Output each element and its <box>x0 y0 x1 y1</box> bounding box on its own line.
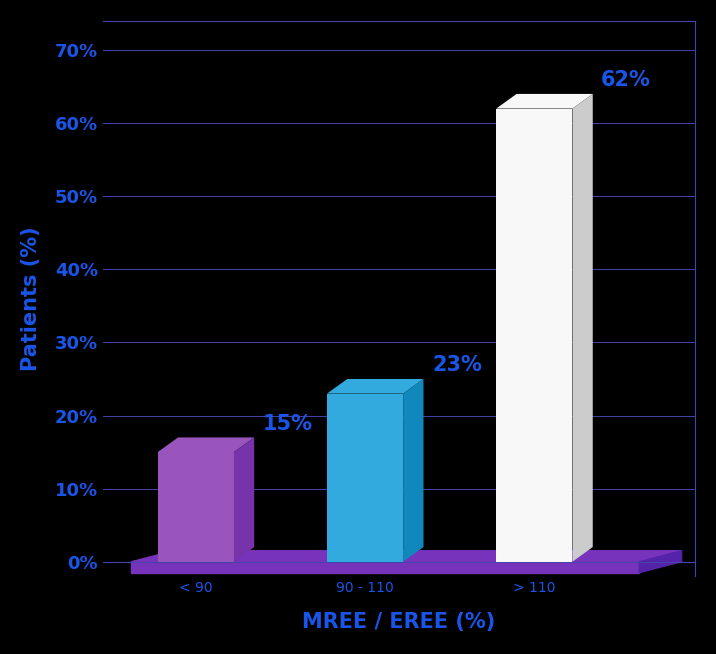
Polygon shape <box>158 438 254 452</box>
Polygon shape <box>496 109 573 562</box>
Polygon shape <box>639 551 682 573</box>
Polygon shape <box>403 379 423 562</box>
Polygon shape <box>496 94 593 109</box>
Polygon shape <box>234 438 254 562</box>
Polygon shape <box>327 394 403 562</box>
Polygon shape <box>573 94 593 562</box>
Text: 23%: 23% <box>432 355 482 375</box>
Text: 62%: 62% <box>601 70 651 90</box>
Polygon shape <box>132 562 639 573</box>
X-axis label: MREE / EREE (%): MREE / EREE (%) <box>302 611 495 632</box>
Text: 15%: 15% <box>263 414 313 434</box>
Polygon shape <box>327 379 423 394</box>
Polygon shape <box>132 551 682 562</box>
Y-axis label: Patients (%): Patients (%) <box>21 226 41 371</box>
Polygon shape <box>158 452 234 562</box>
